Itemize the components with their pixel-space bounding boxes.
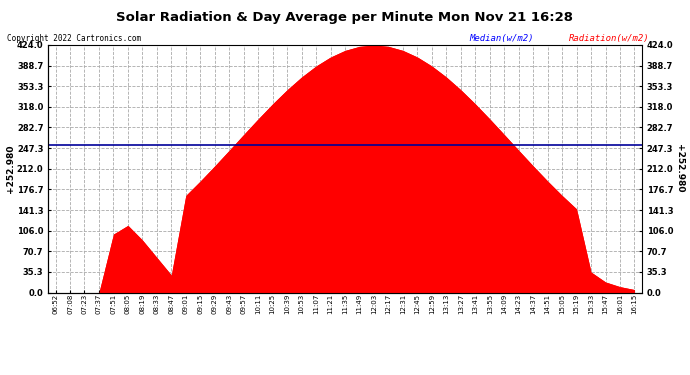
Text: Median(w/m2): Median(w/m2) xyxy=(469,34,533,43)
Y-axis label: +252.980: +252.980 xyxy=(6,144,15,193)
Y-axis label: +252.980: +252.980 xyxy=(676,144,684,193)
Text: Solar Radiation & Day Average per Minute Mon Nov 21 16:28: Solar Radiation & Day Average per Minute… xyxy=(117,11,573,24)
Text: Radiation(w/m2): Radiation(w/m2) xyxy=(569,34,650,43)
Text: Copyright 2022 Cartronics.com: Copyright 2022 Cartronics.com xyxy=(7,34,141,43)
